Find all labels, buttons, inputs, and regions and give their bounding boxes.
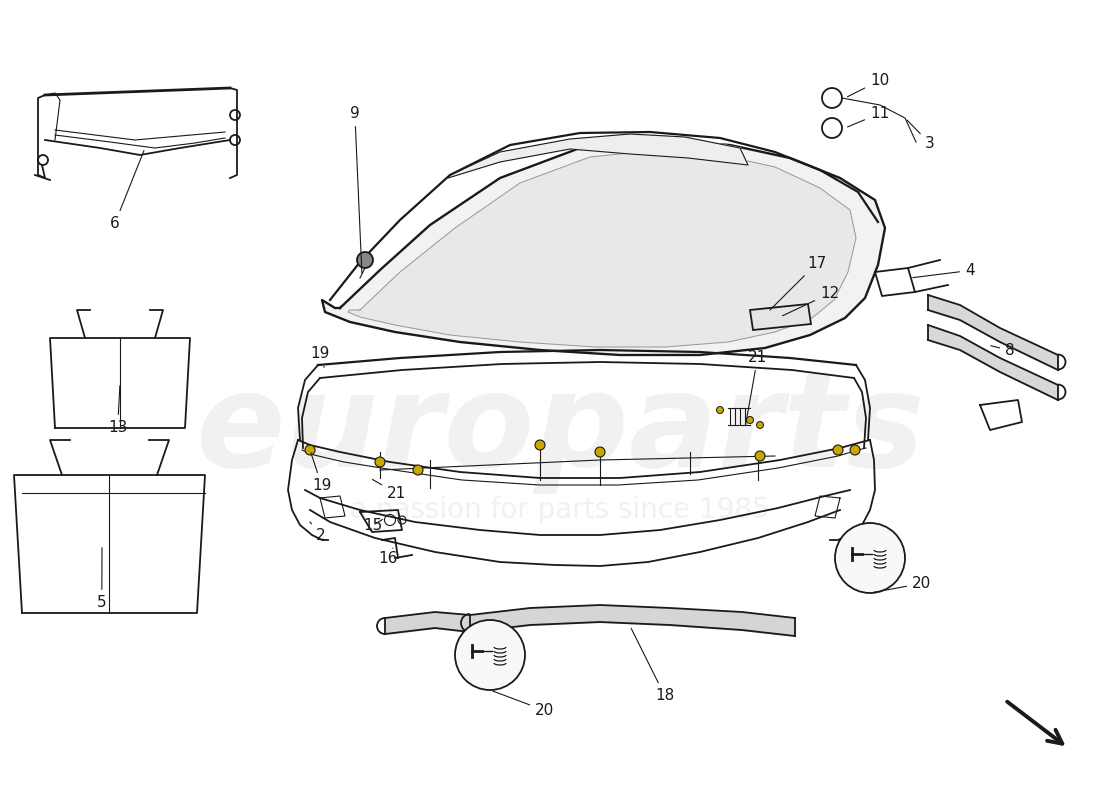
Circle shape xyxy=(747,417,754,423)
Text: 8: 8 xyxy=(991,343,1014,358)
Text: 9: 9 xyxy=(350,106,362,274)
Polygon shape xyxy=(448,134,748,178)
Polygon shape xyxy=(348,150,856,347)
Text: europarts: europarts xyxy=(195,366,925,494)
Circle shape xyxy=(850,445,860,455)
Text: 10: 10 xyxy=(847,73,889,97)
Text: 21: 21 xyxy=(746,350,768,426)
Text: a passion for parts since 1985: a passion for parts since 1985 xyxy=(350,496,770,524)
Circle shape xyxy=(757,422,763,429)
Polygon shape xyxy=(750,304,811,330)
Circle shape xyxy=(833,445,843,455)
Circle shape xyxy=(455,620,525,690)
Circle shape xyxy=(535,440,544,450)
Text: 13: 13 xyxy=(108,386,128,435)
Text: 19: 19 xyxy=(310,346,329,367)
Circle shape xyxy=(375,457,385,467)
Text: 2: 2 xyxy=(310,522,326,543)
Text: 17: 17 xyxy=(770,256,826,310)
Text: 4: 4 xyxy=(913,263,975,278)
Text: 11: 11 xyxy=(848,106,889,127)
Text: 19: 19 xyxy=(311,453,331,493)
Text: 5: 5 xyxy=(97,548,107,610)
Text: 12: 12 xyxy=(782,286,839,316)
Circle shape xyxy=(358,252,373,268)
Polygon shape xyxy=(322,140,886,355)
Circle shape xyxy=(305,445,315,455)
Text: 15: 15 xyxy=(363,518,383,533)
Text: 16: 16 xyxy=(378,548,397,566)
Circle shape xyxy=(412,465,424,475)
Text: 20: 20 xyxy=(493,691,554,718)
Circle shape xyxy=(835,523,905,593)
Circle shape xyxy=(716,406,724,414)
Text: 6: 6 xyxy=(110,150,144,231)
Text: 3: 3 xyxy=(906,120,935,151)
Text: 20: 20 xyxy=(872,576,932,593)
Circle shape xyxy=(755,451,764,461)
Text: 21: 21 xyxy=(373,479,406,501)
Text: 18: 18 xyxy=(631,629,674,703)
Circle shape xyxy=(595,447,605,457)
